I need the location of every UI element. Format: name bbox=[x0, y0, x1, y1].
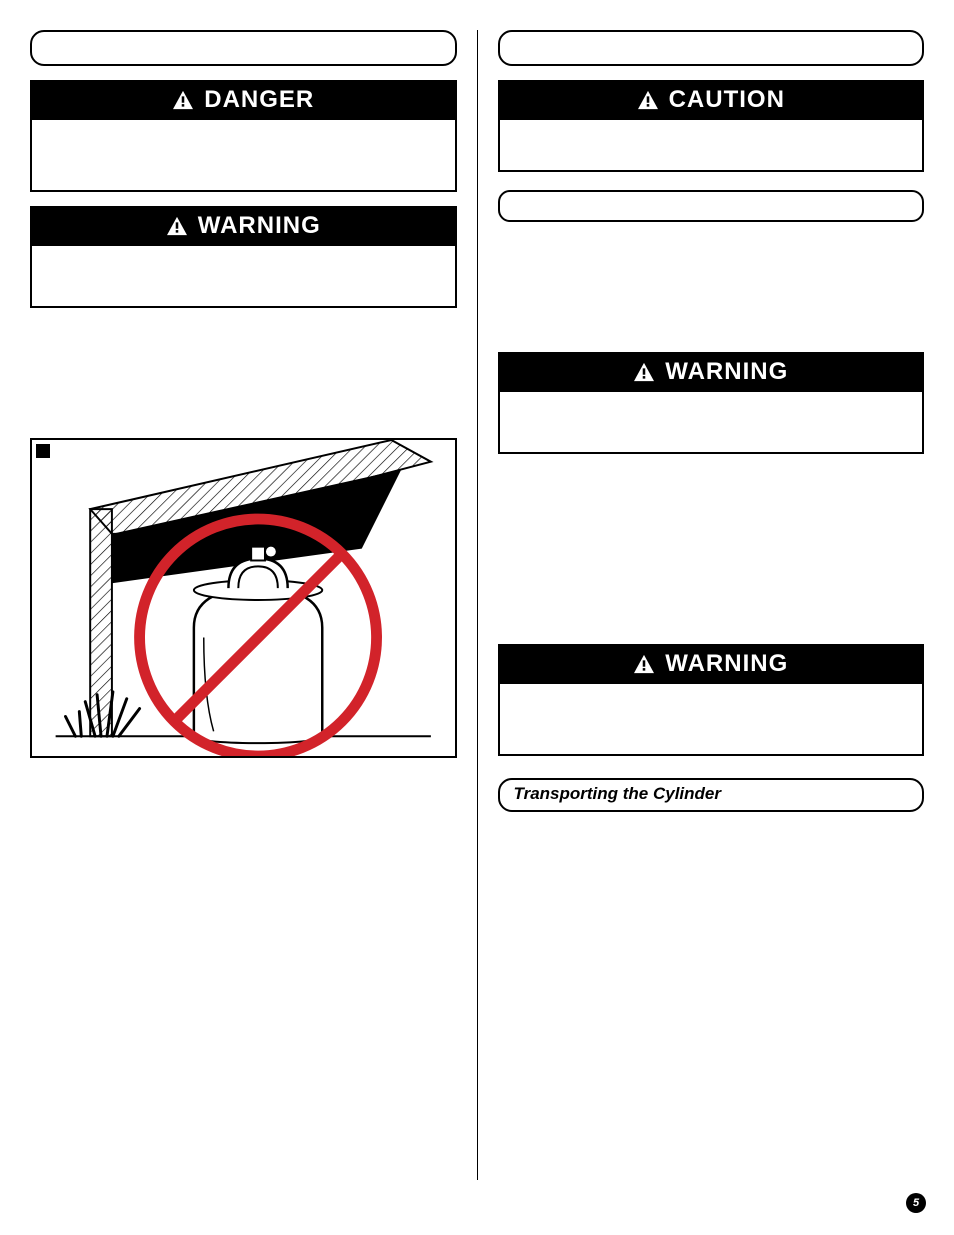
illustration-svg bbox=[32, 440, 455, 756]
warning-body-right-2 bbox=[500, 684, 923, 754]
spacer bbox=[498, 222, 925, 352]
warning-label-right-1: WARNING bbox=[665, 358, 788, 386]
danger-label: DANGER bbox=[204, 86, 314, 114]
warning-header-left: WARNING bbox=[32, 208, 455, 246]
rounded-box-empty bbox=[30, 30, 457, 66]
two-column-layout: DANGER WARNING bbox=[30, 30, 924, 1205]
spacer bbox=[498, 454, 925, 644]
black-square-marker bbox=[36, 444, 50, 458]
rounded-box-empty-2 bbox=[498, 190, 925, 222]
alert-triangle-icon bbox=[633, 362, 655, 382]
page-number: 5 bbox=[913, 1197, 919, 1209]
page-number-badge: 5 bbox=[906, 1193, 926, 1213]
danger-block: DANGER bbox=[30, 80, 457, 192]
caution-header: CAUTION bbox=[500, 82, 923, 120]
warning-block-left: WARNING bbox=[30, 206, 457, 308]
rounded-box-empty bbox=[498, 30, 925, 66]
illustration-box bbox=[30, 438, 457, 758]
caution-label: CAUTION bbox=[669, 86, 785, 114]
warning-block-right-1: WARNING bbox=[498, 352, 925, 454]
page: DANGER WARNING bbox=[0, 0, 954, 1235]
alert-triangle-icon bbox=[637, 90, 659, 110]
alert-triangle-icon bbox=[166, 216, 188, 236]
subheading-transporting: Transporting the Cylinder bbox=[498, 778, 925, 812]
alert-triangle-icon bbox=[172, 90, 194, 110]
left-column: DANGER WARNING bbox=[30, 30, 457, 1205]
warning-header-right-2: WARNING bbox=[500, 646, 923, 684]
warning-header-right-1: WARNING bbox=[500, 354, 923, 392]
warning-label-right-2: WARNING bbox=[665, 650, 788, 678]
spacer bbox=[498, 756, 925, 778]
warning-body-left bbox=[32, 246, 455, 306]
column-divider bbox=[477, 30, 478, 1180]
alert-triangle-icon bbox=[633, 654, 655, 674]
danger-body bbox=[32, 120, 455, 190]
right-column: CAUTION WARNING bbox=[498, 30, 925, 1205]
spacer bbox=[30, 308, 457, 438]
subheading-text: Transporting the Cylinder bbox=[514, 784, 722, 803]
warning-body-right-1 bbox=[500, 392, 923, 452]
caution-body bbox=[500, 120, 923, 170]
warning-label-left: WARNING bbox=[198, 212, 321, 240]
danger-header: DANGER bbox=[32, 82, 455, 120]
warning-block-right-2: WARNING bbox=[498, 644, 925, 756]
caution-block: CAUTION bbox=[498, 80, 925, 172]
